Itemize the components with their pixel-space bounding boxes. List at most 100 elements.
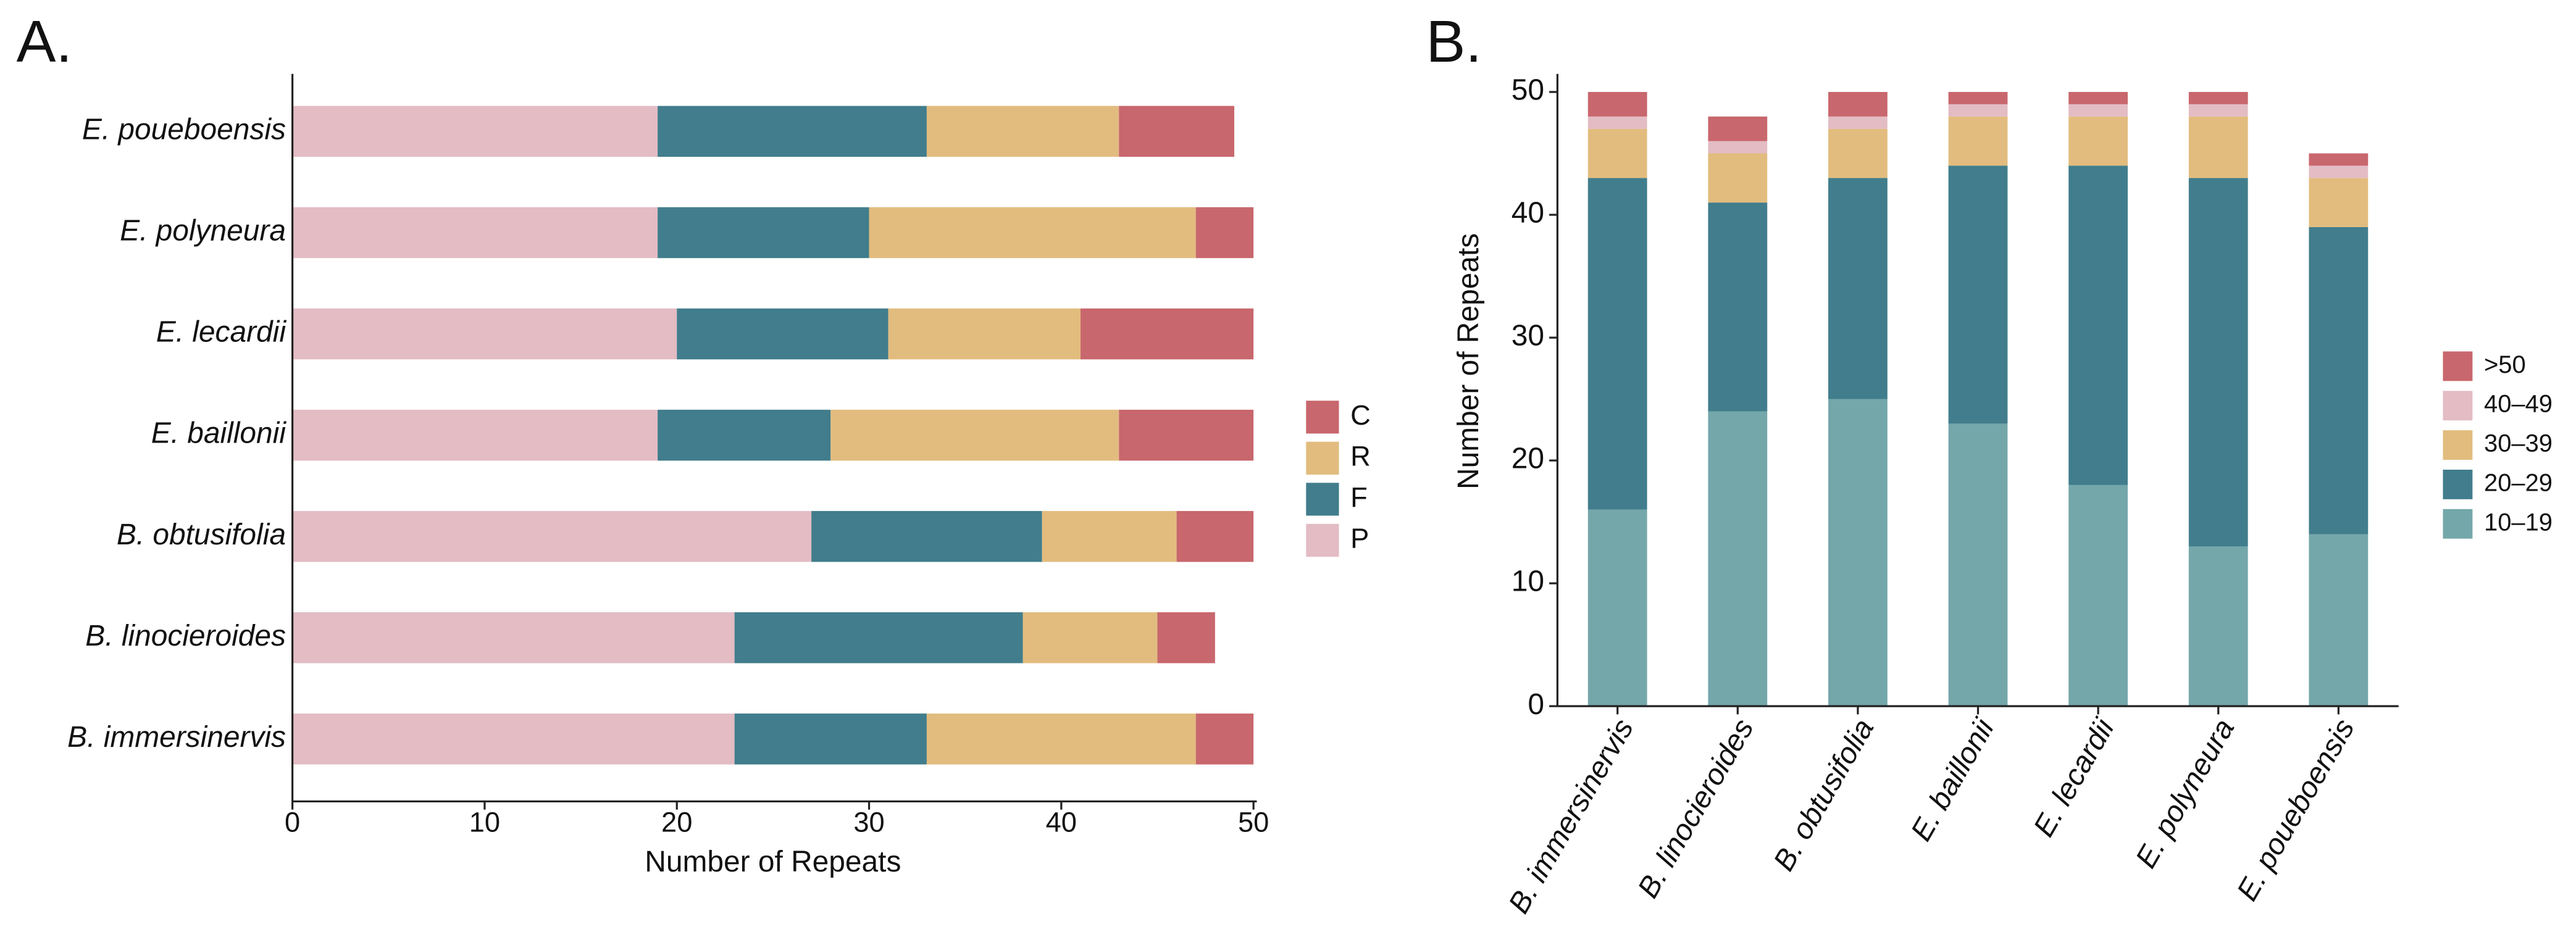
x-tick-label: 50 xyxy=(1238,807,1269,838)
bar-segment xyxy=(292,409,658,461)
y-tick-label: B. obtusifolia xyxy=(117,518,286,551)
bar-segment xyxy=(1157,612,1215,663)
bar-segment xyxy=(1948,104,2008,117)
bar-segment xyxy=(1195,207,1254,259)
bar-segment xyxy=(292,207,658,259)
bar-segment xyxy=(1948,92,2008,104)
bar-segment xyxy=(1587,178,1647,510)
bar-segment xyxy=(1708,141,1768,154)
x-tick-label: 20 xyxy=(661,807,692,838)
y-tick-label: 30 xyxy=(1512,320,1544,352)
y-tick-label: 10 xyxy=(1512,565,1544,598)
bar-segment xyxy=(2068,92,2128,104)
bar-segment xyxy=(926,713,1196,765)
bar-segment xyxy=(1828,128,1888,178)
legend-label: >50 xyxy=(2484,351,2526,378)
bar-segment xyxy=(1119,106,1234,157)
bar-segment xyxy=(1587,92,1647,117)
legend-label: C xyxy=(1350,399,1371,431)
legend-label: 20–29 xyxy=(2484,469,2553,496)
bar-segment xyxy=(1587,509,1647,707)
y-tick-label: E. lecardii xyxy=(156,316,287,349)
bar-segment xyxy=(1119,409,1254,461)
bar-segment xyxy=(1828,399,1888,707)
bar-segment xyxy=(1948,165,2008,424)
y-tick-label: E. polyneura xyxy=(120,215,286,247)
bar-segment xyxy=(2068,116,2128,166)
bar-segment xyxy=(677,308,889,360)
legend-label: 40–49 xyxy=(2484,391,2553,418)
panel-label: A. xyxy=(17,9,72,75)
panel-label: B. xyxy=(1426,9,1481,75)
bar-segment xyxy=(1708,116,1768,141)
bar-segment xyxy=(888,308,1081,360)
x-tick-label: 0 xyxy=(285,807,300,838)
x-axis-label: Number of Repeats xyxy=(645,846,901,878)
bar-segment xyxy=(1828,178,1888,399)
bar-segment xyxy=(658,106,927,157)
y-axis-label: Number of Repeats xyxy=(1452,233,1485,489)
x-tick-label: E. poueboensis xyxy=(2231,713,2361,906)
bar-segment xyxy=(2188,178,2248,547)
y-tick-label: E. baillonii xyxy=(151,417,287,450)
bar-segment xyxy=(1948,423,2008,707)
bar-segment xyxy=(292,612,735,663)
legend-swatch xyxy=(2443,351,2473,381)
bar-segment xyxy=(658,409,831,461)
legend-swatch xyxy=(1306,483,1339,516)
bar-segment xyxy=(2309,153,2369,166)
bar-segment xyxy=(1828,116,1888,129)
y-tick-label: B. immersinervis xyxy=(67,721,286,754)
bar-segment xyxy=(1042,510,1177,562)
legend-label: P xyxy=(1350,522,1369,554)
x-tick-label: 40 xyxy=(1046,807,1077,838)
bar-segment xyxy=(2068,104,2128,117)
bar-segment xyxy=(292,308,677,360)
bar-segment xyxy=(926,106,1119,157)
legend-label: 30–39 xyxy=(2484,430,2553,457)
legend-swatch xyxy=(2443,509,2473,539)
bar-segment xyxy=(2068,165,2128,485)
y-tick-label: 20 xyxy=(1512,443,1544,475)
bar-segment xyxy=(292,713,735,765)
bar-segment xyxy=(1708,411,1768,707)
legend-swatch xyxy=(2443,430,2473,460)
bar-segment xyxy=(2309,165,2369,178)
legend-swatch xyxy=(1306,441,1339,475)
legend-swatch xyxy=(2443,469,2473,499)
y-tick-label: E. poueboensis xyxy=(82,114,286,146)
bar-segment xyxy=(1828,92,1888,117)
bar-segment xyxy=(830,409,1119,461)
bar-segment xyxy=(811,510,1042,562)
bar-segment xyxy=(1080,308,1254,360)
y-tick-label: B. linocieroides xyxy=(85,620,286,652)
bar-segment xyxy=(2188,546,2248,707)
legend-swatch xyxy=(1306,523,1339,557)
bar-segment xyxy=(734,713,927,765)
legend-label: 10–19 xyxy=(2484,509,2553,536)
bar-segment xyxy=(1587,128,1647,178)
bar-segment xyxy=(292,510,812,562)
bar-segment xyxy=(2309,178,2369,227)
x-tick-label: E. baillonii xyxy=(1905,713,2001,847)
bar-segment xyxy=(2188,92,2248,104)
bar-segment xyxy=(2309,227,2369,534)
bar-segment xyxy=(2309,534,2369,707)
x-tick-label: 30 xyxy=(853,807,884,838)
bar-segment xyxy=(2188,104,2248,117)
legend-label: R xyxy=(1350,440,1371,472)
bar-segment xyxy=(734,612,1023,663)
bar-segment xyxy=(1708,153,1768,203)
bar-segment xyxy=(1948,116,2008,166)
bar-segment xyxy=(658,207,869,259)
bar-segment xyxy=(292,106,658,157)
legend-swatch xyxy=(2443,391,2473,421)
legend-label: F xyxy=(1350,481,1368,513)
bar-segment xyxy=(2188,116,2248,178)
x-tick-label: E. polyneura xyxy=(2130,713,2241,873)
x-tick-label: B. obtusifolia xyxy=(1767,713,1880,876)
bar-segment xyxy=(1195,713,1254,765)
bar-segment xyxy=(1708,202,1768,412)
